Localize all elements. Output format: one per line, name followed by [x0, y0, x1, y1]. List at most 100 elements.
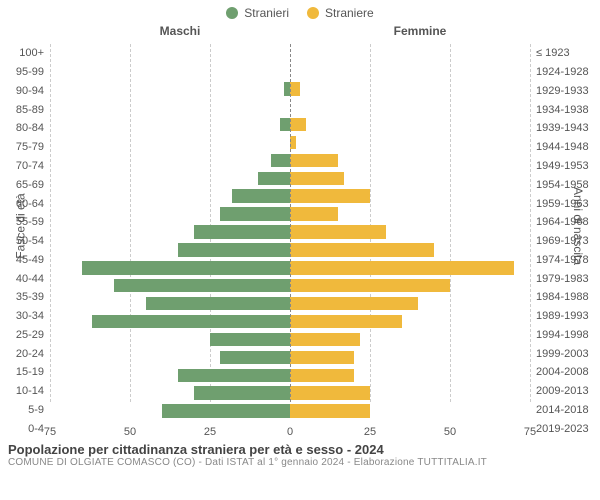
female-bar [290, 369, 354, 383]
birth-year-label: 1974-1978 [530, 250, 600, 269]
legend: Stranieri Straniere [0, 0, 600, 20]
bar-row-female [290, 80, 530, 98]
plot-area: 7550250255075 [50, 40, 530, 438]
male-bar [220, 207, 290, 221]
age-label: 30-34 [0, 307, 50, 326]
bar-row-female [290, 313, 530, 331]
bar-row-male [50, 169, 290, 187]
age-label: 15-19 [0, 363, 50, 382]
birth-year-label: 1929-1933 [530, 82, 600, 101]
legend-label-male: Stranieri [244, 6, 289, 20]
birth-year-label: 2019-2023 [530, 419, 600, 438]
bar-row-male [50, 313, 290, 331]
birth-year-label: 2004-2008 [530, 363, 600, 382]
birth-year-label: 1934-1938 [530, 100, 600, 119]
age-label: 20-24 [0, 344, 50, 363]
age-label: 95-99 [0, 63, 50, 82]
female-bar [290, 261, 514, 275]
bar-row-male [50, 116, 290, 134]
female-bar [290, 82, 300, 96]
female-bar [290, 315, 402, 329]
male-bar [162, 404, 290, 418]
chart-subtitle: COMUNE DI OLGIATE COMASCO (CO) - Dati IS… [8, 457, 592, 468]
x-tick: 25 [204, 426, 216, 438]
male-bars-column [50, 40, 290, 420]
bar-row-male [50, 223, 290, 241]
bar-row-female [290, 223, 530, 241]
bar-row-female [290, 169, 530, 187]
bar-row-male [50, 348, 290, 366]
birth-year-label: 1959-1963 [530, 194, 600, 213]
col-title-femmine: Femmine [300, 24, 600, 38]
female-bar [290, 297, 418, 311]
bar-row-male [50, 259, 290, 277]
chart: Fasce di età Anni di nascita 100+95-9990… [0, 40, 600, 438]
birth-year-label: ≤ 1923 [530, 44, 600, 63]
bar-row-female [290, 98, 530, 116]
female-bar [290, 351, 354, 365]
male-bar [82, 261, 290, 275]
age-label: 25-29 [0, 325, 50, 344]
birth-year-label: 1964-1968 [530, 213, 600, 232]
x-axis: 7550250255075 [50, 420, 530, 438]
female-bar [290, 333, 360, 347]
x-tick: 75 [44, 426, 56, 438]
bar-row-male [50, 384, 290, 402]
female-bar [290, 386, 370, 400]
bar-row-female [290, 331, 530, 349]
male-bar [194, 386, 290, 400]
bar-row-female [290, 151, 530, 169]
female-bar [290, 189, 370, 203]
female-bar [290, 172, 344, 186]
female-bar [290, 225, 386, 239]
bar-row-female [290, 402, 530, 420]
bar-row-male [50, 402, 290, 420]
bar-row-male [50, 151, 290, 169]
bar-row-female [290, 259, 530, 277]
female-bar [290, 154, 338, 168]
birth-year-label: 1984-1988 [530, 288, 600, 307]
legend-swatch-female [307, 7, 319, 19]
male-bar [220, 351, 290, 365]
bar-row-female [290, 187, 530, 205]
age-label: 35-39 [0, 288, 50, 307]
bar-row-male [50, 80, 290, 98]
x-tick: 50 [124, 426, 136, 438]
female-bar [290, 404, 370, 418]
male-bar [194, 225, 290, 239]
birth-year-label: 2009-2013 [530, 382, 600, 401]
legend-item-male: Stranieri [226, 6, 289, 20]
bar-row-female [290, 295, 530, 313]
male-bar [210, 333, 290, 347]
bar-row-female [290, 384, 530, 402]
bar-row-male [50, 366, 290, 384]
female-bars-column [290, 40, 530, 420]
age-label: 70-74 [0, 157, 50, 176]
x-tick: 0 [287, 426, 293, 438]
male-bar [92, 315, 290, 329]
bar-row-female [290, 277, 530, 295]
x-tick: 50 [444, 426, 456, 438]
male-bar [280, 118, 290, 132]
bar-row-female [290, 44, 530, 62]
legend-label-female: Straniere [325, 6, 374, 20]
birth-year-labels: ≤ 19231924-19281929-19331934-19381939-19… [530, 40, 600, 438]
x-tick: 75 [524, 426, 536, 438]
birth-year-label: 1949-1953 [530, 157, 600, 176]
birth-year-label: 1999-2003 [530, 344, 600, 363]
legend-swatch-male [226, 7, 238, 19]
female-bar [290, 279, 450, 293]
birth-year-label: 1939-1943 [530, 119, 600, 138]
birth-year-label: 2014-2018 [530, 401, 600, 420]
bar-row-female [290, 366, 530, 384]
male-bar [258, 172, 290, 186]
birth-year-label: 1979-1983 [530, 269, 600, 288]
bar-row-female [290, 134, 530, 152]
y-axis-left-title: Fasce di età [14, 193, 28, 258]
male-bar [232, 189, 290, 203]
age-label: 90-94 [0, 82, 50, 101]
bar-row-male [50, 98, 290, 116]
birth-year-label: 1924-1928 [530, 63, 600, 82]
bar-row-male [50, 277, 290, 295]
x-tick: 25 [364, 426, 376, 438]
